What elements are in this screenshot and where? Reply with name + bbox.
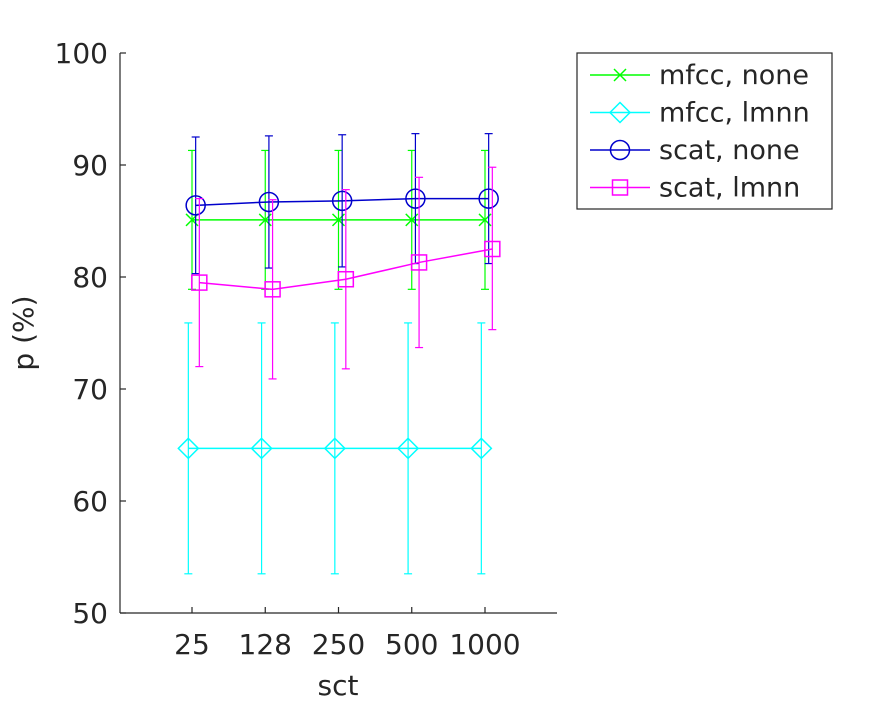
series-3	[191, 166, 501, 380]
marker-diamond-shape	[397, 437, 420, 460]
legend-item-3: scat, lmnn	[590, 173, 800, 204]
data-point	[484, 240, 501, 258]
marker-square-shape	[337, 270, 355, 288]
marker-circle-shape	[185, 195, 206, 216]
data-point	[470, 437, 493, 460]
x-tick-label: 500	[385, 628, 438, 661]
marker-circle-shape	[405, 188, 426, 209]
y-tick-label: 50	[72, 597, 108, 630]
legend-marker	[608, 101, 632, 124]
series-2	[185, 133, 499, 275]
data-point	[397, 437, 420, 460]
marker-x-stroke	[613, 68, 627, 82]
legend-box	[576, 52, 833, 210]
x-tick-label: 128	[239, 628, 292, 661]
axes-layer: 50 60 70 80 90 100 25 128 250 500 1000	[55, 37, 557, 661]
y-tick-label: 60	[72, 485, 108, 518]
marker-circle-shape	[478, 188, 499, 209]
series-layer	[177, 133, 501, 575]
marker-diamond-shape	[608, 101, 632, 124]
plot-area-background	[120, 53, 557, 613]
series-1	[177, 322, 493, 575]
marker-square-shape	[264, 281, 281, 298]
data-point	[250, 437, 273, 460]
legend-label: scat, lmnn	[659, 173, 800, 204]
marker-diamond-shape	[177, 437, 200, 460]
marker-square-shape	[410, 254, 428, 271]
marker-circle-shape	[609, 139, 631, 161]
data-point	[264, 281, 281, 298]
y-tick-label: 90	[72, 149, 108, 182]
data-point	[177, 437, 200, 460]
marker-circle-shape	[331, 190, 353, 212]
legend-marker	[613, 68, 627, 82]
x-tick-label: 250	[312, 628, 365, 661]
x-tick-label: 25	[174, 628, 210, 661]
data-point	[337, 270, 355, 288]
legend-label: mfcc, none	[659, 60, 809, 91]
series-line	[195, 197, 489, 207]
marker-diamond-shape	[250, 437, 273, 460]
data-point	[191, 274, 208, 291]
legend-label: scat, none	[659, 135, 800, 166]
x-axis-label: sct	[318, 669, 359, 702]
data-point	[323, 437, 346, 460]
legend-label: mfcc, lmnn	[659, 98, 810, 129]
y-tick-label: 80	[72, 261, 108, 294]
legend-marker	[609, 139, 631, 161]
legend-item-0: mfcc, none	[590, 60, 809, 91]
data-point	[185, 195, 206, 216]
y-axis-label: p (%)	[7, 295, 40, 370]
marker-diamond-shape	[470, 437, 493, 460]
y-tick-label: 70	[72, 373, 108, 406]
x-tick-label: 1000	[449, 628, 520, 661]
legend-item-2: scat, none	[590, 135, 800, 166]
legend: mfcc, none mfcc, lmnn scat, none scat, lmnn	[576, 52, 833, 210]
legend-marker	[611, 179, 629, 196]
marker-square-shape	[484, 240, 501, 258]
marker-diamond-shape	[323, 437, 346, 460]
data-point	[405, 188, 426, 209]
data-point	[258, 191, 280, 213]
data-point	[331, 190, 353, 212]
data-point	[478, 188, 499, 209]
marker-circle-shape	[258, 191, 280, 213]
series-line	[199, 248, 493, 291]
legend-item-1: mfcc, lmnn	[590, 98, 810, 129]
marker-square-shape	[611, 179, 629, 196]
marker-square-shape	[191, 274, 208, 291]
y-tick-label: 100	[55, 37, 108, 70]
data-point	[410, 254, 428, 271]
